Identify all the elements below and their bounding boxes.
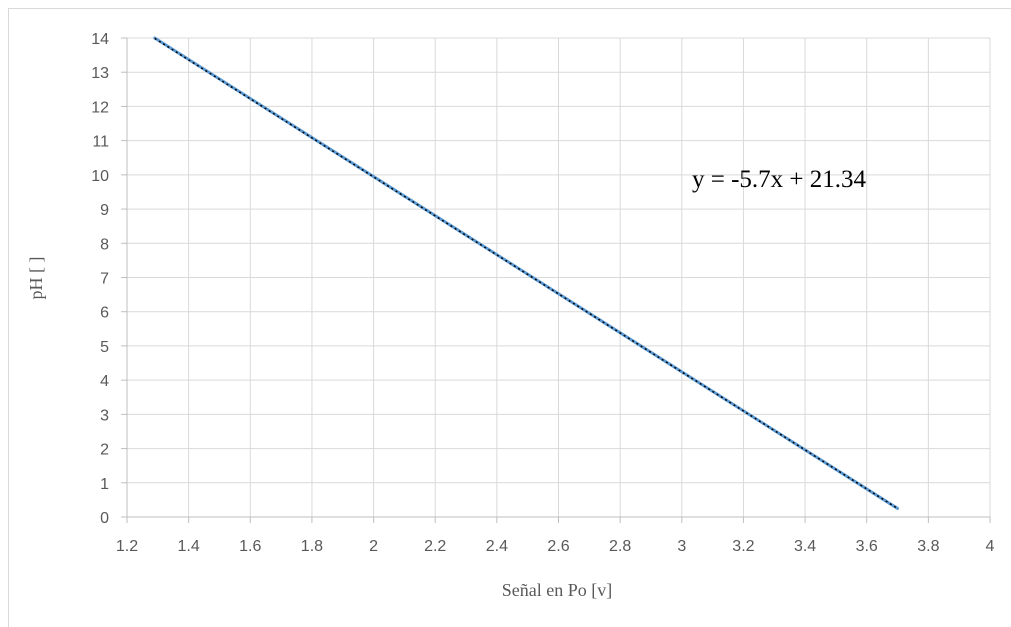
y-tick-label-3: 3 <box>100 407 109 424</box>
x-tick-label-8: 2.8 <box>609 538 631 555</box>
x-tick-label-7: 2.6 <box>547 538 569 555</box>
grid-lines <box>126 37 991 518</box>
x-tick-label-0: 1.2 <box>116 538 138 555</box>
x-tick-label-9: 3 <box>677 538 686 555</box>
x-tick-label-12: 3.6 <box>856 538 878 555</box>
y-tick-label-13: 13 <box>91 65 109 82</box>
y-tick-label-7: 7 <box>100 271 109 288</box>
y-tick-label-10: 10 <box>91 168 109 185</box>
y-axis-title: pH [ ] <box>26 257 46 300</box>
trendline-equation: y = -5.7x + 21.34 <box>692 166 867 193</box>
x-tick-label-13: 3.8 <box>917 538 939 555</box>
y-tick-label-6: 6 <box>100 305 109 322</box>
y-tick-label-14: 14 <box>91 31 109 48</box>
x-tick-label-10: 3.2 <box>732 538 754 555</box>
x-tick-label-6: 2.4 <box>486 538 508 555</box>
y-tick-label-2: 2 <box>100 442 109 459</box>
x-tick-label-2: 1.6 <box>239 538 261 555</box>
x-axis-title: Señal en Po [v] <box>502 580 612 600</box>
y-tick-label-1: 1 <box>100 476 109 493</box>
y-tick-label-4: 4 <box>100 373 109 390</box>
y-tick-label-0: 0 <box>100 510 109 527</box>
y-tick-label-5: 5 <box>100 339 109 356</box>
axes <box>121 37 991 523</box>
x-tick-label-4: 2 <box>369 538 378 555</box>
y-tick-label-12: 12 <box>91 99 109 116</box>
y-tick-label-8: 8 <box>100 236 109 253</box>
x-tick-label-3: 1.8 <box>301 538 323 555</box>
tick-labels: 1.2 1.4 1.6 1.8 2 2.2 2.4 2.6 2.8 3 3.2 3.4 3.6 3.8 4 0… <box>91 31 994 555</box>
trendline <box>154 37 898 510</box>
x-tick-label-5: 2.2 <box>424 538 446 555</box>
chart-frame <box>8 8 1011 627</box>
x-tick-label-14: 4 <box>986 538 995 555</box>
x-tick-label-11: 3.4 <box>794 538 816 555</box>
y-tick-label-11: 11 <box>92 134 109 151</box>
x-tick-label-1: 1.4 <box>178 538 200 555</box>
y-tick-label-9: 9 <box>100 202 109 219</box>
plot-area <box>153 36 900 510</box>
